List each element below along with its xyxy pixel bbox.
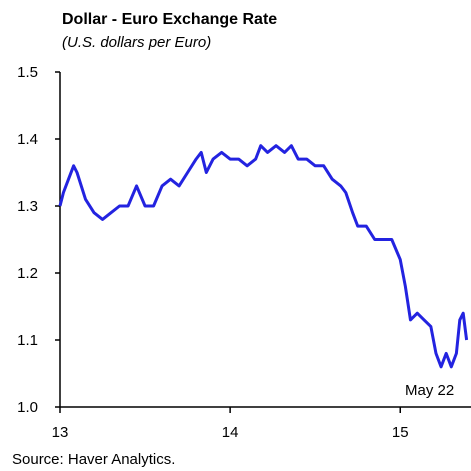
y-tick-label: 1.5 (17, 64, 38, 81)
y-tick-label: 1.4 (17, 131, 38, 148)
x-tick-label: 15 (392, 424, 409, 441)
series-line (58, 144, 469, 369)
chart-title: Dollar - Euro Exchange Rate (62, 11, 277, 28)
y-tick-label: 1.2 (17, 265, 38, 282)
x-tick-label: 13 (52, 424, 69, 441)
y-tick-label: 1.1 (17, 332, 38, 349)
annotation: May 22 (405, 382, 454, 399)
x-tick-label: 14 (222, 424, 239, 441)
y-tick-label: 1.3 (17, 198, 38, 215)
y-tick-label: 1.0 (17, 399, 38, 416)
annotation-box (403, 379, 471, 399)
chart-subtitle: (U.S. dollars per Euro) (62, 34, 211, 51)
source-note: Source: Haver Analytics. (12, 451, 175, 468)
